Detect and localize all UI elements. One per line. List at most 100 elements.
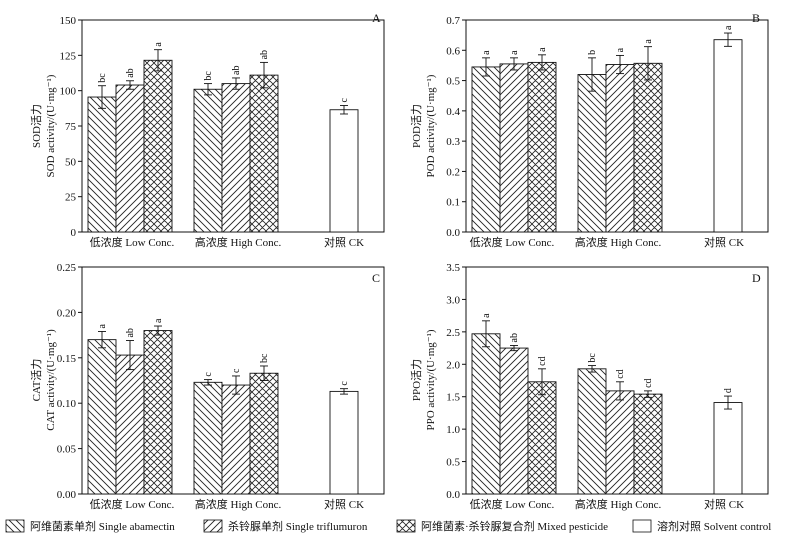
y-axis-label-cn: POD活力 <box>410 104 423 148</box>
bar-abamectin <box>577 74 607 233</box>
y-tick-label: 3.0 <box>446 294 460 306</box>
y-tick-label: 75 <box>65 121 77 133</box>
significance-label: ab <box>231 65 242 74</box>
y-tick-label: 3.5 <box>446 262 460 274</box>
significance-label: bc <box>97 73 108 83</box>
bar-abamectin <box>471 333 501 495</box>
y-axis-label-en: POD activity/(U·mg⁻¹) <box>425 74 437 177</box>
legend: 阿维菌素单剂 Single abamectin 杀铃脲单剂 Single tri… <box>5 519 771 533</box>
significance-label: c <box>203 372 214 377</box>
significance-label: ab <box>125 68 136 77</box>
y-tick-label: 0.25 <box>57 262 77 274</box>
bar-abamectin <box>193 88 223 233</box>
significance-label: a <box>481 313 492 318</box>
y-axis-label-cn: PPO活力 <box>410 359 423 401</box>
y-axis-label-cn: SOD活力 <box>30 104 43 148</box>
y-tick-label: 0.3 <box>446 136 460 148</box>
y-tick-label: 0.7 <box>446 15 460 27</box>
significance-label: a <box>97 323 108 328</box>
significance-label: ab <box>259 50 270 59</box>
y-tick-label: 0.1 <box>446 197 460 209</box>
y-axis-label-cn: CAT活力 <box>30 359 43 402</box>
bar-mixed <box>633 62 663 233</box>
significance-label: b <box>587 50 598 55</box>
y-tick-label: 0.00 <box>57 489 77 501</box>
panel-c: C CAT活力 CAT activity/(U·mg⁻¹) 0.000.050.… <box>30 262 385 511</box>
x-tick-label-high: 高浓度 High Conc. <box>195 497 282 511</box>
panel-d: D PPO活力 PPO activity/(U·mg⁻¹) 0.0 0.5 1.0 1… <box>410 262 769 511</box>
y-tick-label: 150 <box>60 15 77 27</box>
panel-a: A SOD活力 SOD activity/(U·mg⁻¹) 0 25 50 75 100… <box>30 11 385 249</box>
panel-b: B POD活力 POD activity/(U·mg⁻¹) 0.0 0.1 0.2 0… <box>410 11 769 249</box>
y-tick-label: 2.5 <box>446 327 460 339</box>
y-tick-label: 0.20 <box>57 307 77 319</box>
x-tick-label-low: 低浓度 Low Conc. <box>90 235 175 249</box>
y-tick-label: 125 <box>60 50 77 62</box>
x-tick-label-high: 高浓度 High Conc. <box>575 497 662 511</box>
x-tick-label-ck: 对照 CK <box>704 235 744 249</box>
y-tick-label: 0.5 <box>446 457 460 469</box>
y-tick-label: 0.0 <box>446 227 460 239</box>
significance-label: c <box>339 98 350 103</box>
significance-label: d <box>723 388 734 393</box>
y-tick-label: 2.0 <box>446 359 460 371</box>
panel-label: C <box>372 271 380 285</box>
legend-item-triflumuron: 杀铃脲单剂 Single triflumuron <box>203 519 368 533</box>
legend-label: 杀铃脲单剂 Single triflumuron <box>228 519 368 533</box>
bar-abamectin <box>471 66 501 233</box>
significance-label: a <box>537 47 548 52</box>
bar-solvent-control <box>713 39 743 233</box>
legend-label: 溶剂对照 Solvent control <box>657 519 771 533</box>
significance-label: ab <box>509 333 520 342</box>
panel-label: B <box>752 11 760 25</box>
y-axis: 0 25 50 75 100 125 150 <box>60 15 82 239</box>
bars: a a a b a a a <box>471 25 743 233</box>
y-axis-label-en: SOD activity/(U·mg⁻¹) <box>45 74 57 177</box>
y-tick-label: 0.05 <box>57 444 77 456</box>
y-tick-label: 0.5 <box>446 76 460 88</box>
bar-mixed <box>143 330 173 495</box>
bar-triflumuron <box>115 354 145 495</box>
y-axis: 0.0 0.5 1.0 1.5 2.0 2.5 3.0 3.5 <box>446 262 466 501</box>
y-tick-label: 0.10 <box>57 398 77 410</box>
panel-label: D <box>752 271 761 285</box>
x-tick-label-ck: 对照 CK <box>324 235 364 249</box>
bars: a ab a c c bc c <box>87 318 359 495</box>
significance-label: ab <box>125 328 136 337</box>
bar-solvent-control <box>329 390 359 495</box>
legend-item-mixed: 阿维菌素·杀铃脲复合剂 Mixed pesticide <box>396 519 608 533</box>
x-tick-label-low: 低浓度 Low Conc. <box>90 497 175 511</box>
legend-swatch-diag-down <box>5 519 25 533</box>
bar-triflumuron <box>221 384 251 495</box>
y-tick-label: 0.6 <box>446 45 460 57</box>
bar-abamectin <box>87 339 117 495</box>
y-tick-label: 1.0 <box>446 424 460 436</box>
x-tick-label-low: 低浓度 Low Conc. <box>470 497 555 511</box>
bar-triflumuron <box>605 64 635 233</box>
bar-mixed <box>249 74 279 233</box>
y-tick-label: 50 <box>65 156 77 168</box>
significance-label: bc <box>587 353 598 363</box>
bar-triflumuron <box>605 390 635 495</box>
legend-item-solvent-control: 溶剂对照 Solvent control <box>632 519 771 533</box>
y-tick-label: 25 <box>65 192 77 204</box>
bar-mixed <box>249 372 279 495</box>
y-tick-label: 0.2 <box>446 166 460 178</box>
bar-solvent-control <box>329 109 359 233</box>
y-axis-label-en: CAT activity/(U·mg⁻¹) <box>45 329 57 431</box>
bar-mixed <box>633 393 663 495</box>
bars: a ab cd bc cd cd d <box>471 313 743 495</box>
y-axis: 0.00 0.05 0.10 0.15 0.20 0.25 <box>57 262 82 501</box>
x-tick-label-high: 高浓度 High Conc. <box>575 235 662 249</box>
bar-abamectin <box>193 381 223 495</box>
significance-label: cd <box>537 356 548 365</box>
significance-label: c <box>339 381 350 386</box>
y-axis: 0.0 0.1 0.2 0.3 0.4 0.5 0.6 0.7 <box>446 15 466 239</box>
x-tick-label-low: 低浓度 Low Conc. <box>470 235 555 249</box>
significance-label: bc <box>203 71 214 81</box>
legend-swatch-cross <box>396 519 416 533</box>
bar-triflumuron <box>499 63 529 233</box>
y-tick-label: 0.15 <box>57 353 77 365</box>
